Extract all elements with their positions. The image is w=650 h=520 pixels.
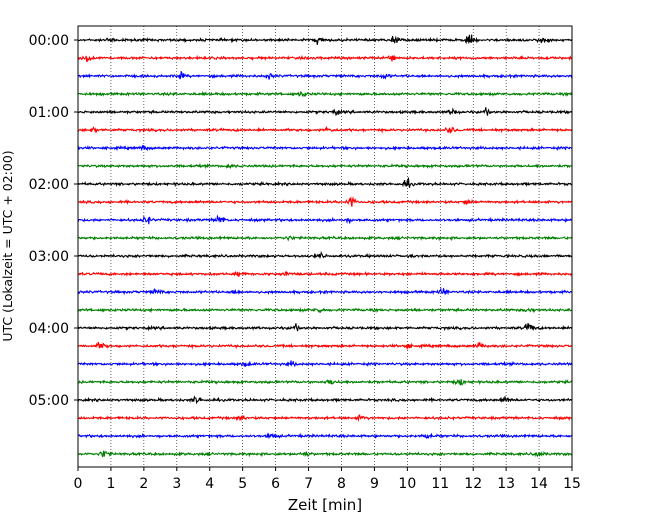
y-tick-label: 05:00: [29, 393, 69, 409]
trace-0030: [77, 70, 573, 80]
plot-frame: [77, 25, 573, 468]
trace-0530: [77, 432, 573, 440]
trace-0400: [77, 323, 573, 332]
y-axis-ticks: 00:00 01:00 02:00 03:00 04:00 05:00: [29, 33, 78, 409]
trace-0200: [77, 177, 573, 188]
trace-0515: [77, 414, 573, 423]
y-tick-label: 00:00: [29, 33, 69, 49]
trace-0545: [77, 450, 573, 458]
trace-0500: [77, 395, 573, 405]
trace-0145: [77, 162, 573, 170]
trace-0430: [77, 360, 573, 368]
x-tick-label: 4: [205, 476, 214, 492]
x-tick-label: 14: [530, 476, 548, 492]
trace-0300: [77, 250, 573, 260]
x-tick-label: 0: [74, 476, 83, 492]
y-tick-label: 03:00: [29, 249, 69, 265]
x-tick-label: 8: [337, 476, 346, 492]
x-tick-label: 1: [106, 476, 115, 492]
x-tick-label: 9: [370, 476, 379, 492]
trace-0015: [77, 54, 573, 63]
x-tick-label: 15: [563, 476, 581, 492]
trace-0100: [77, 107, 573, 117]
x-axis-ticks: 0 1 2 3 4 5 6 7 8 9 10 11 12 13 14 15: [74, 467, 581, 492]
x-tick-label: 10: [398, 476, 416, 492]
x-tick-label: 3: [172, 476, 181, 492]
trace-0230: [77, 214, 573, 225]
trace-layer: [77, 34, 573, 458]
x-tick-label: 13: [497, 476, 515, 492]
x-tick-label: 5: [238, 476, 247, 492]
y-tick-label: 02:00: [29, 177, 69, 193]
y-axis-label: UTC (Lokalzeit = UTC + 02:00): [0, 150, 15, 341]
trace-0215: [77, 196, 573, 207]
trace-0245: [77, 235, 573, 242]
trace-0115: [77, 125, 573, 134]
y-tick-label: 01:00: [29, 105, 69, 121]
x-tick-label: 12: [464, 476, 482, 492]
trace-0000: [77, 34, 573, 45]
x-axis-label: Zeit [min]: [288, 496, 362, 514]
trace-0130: [77, 144, 573, 152]
trace-0315: [77, 271, 573, 278]
x-tick-label: 2: [139, 476, 148, 492]
x-tick-label: 7: [304, 476, 313, 492]
y-tick-label: 04:00: [29, 321, 69, 337]
trace-0345: [77, 306, 573, 314]
x-tick-label: 6: [271, 476, 280, 492]
trace-0330: [77, 287, 573, 296]
trace-0445: [77, 378, 573, 386]
trace-0045: [77, 90, 573, 98]
trace-0415: [77, 341, 573, 351]
x-tick-label: 11: [431, 476, 449, 492]
